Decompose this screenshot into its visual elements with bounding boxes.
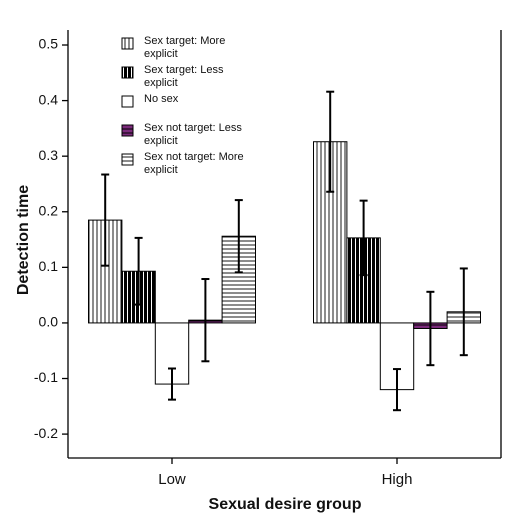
legend-label: Sex target: More explicit	[144, 35, 226, 60]
legend-label-box: Sex target: More explicit	[144, 35, 226, 60]
error-bar	[326, 90, 335, 193]
legend-label-box: Sex not target: Less explicit	[144, 122, 242, 147]
y-tick-label: 0.3	[39, 147, 59, 163]
error-bar	[393, 368, 401, 412]
error-bar	[201, 278, 210, 363]
error-bar	[168, 367, 176, 401]
x-axis-label: Sexual desire group	[209, 496, 362, 513]
y-tick-label: 0.5	[39, 36, 59, 52]
y-tick-label: -0.2	[34, 425, 58, 441]
x-tick-label: Low	[158, 471, 186, 488]
legend-swatch	[121, 66, 134, 79]
legend-label-box: Sex target: Less explicit	[144, 64, 224, 89]
y-tick-label: -0.1	[34, 369, 58, 385]
error-bar	[134, 236, 143, 306]
y-tick-label: 0.1	[39, 258, 59, 274]
y-tick-label: 0.4	[39, 91, 59, 107]
legend-swatch	[121, 153, 134, 166]
legend-swatch	[121, 95, 134, 108]
error-bar	[426, 290, 435, 367]
x-tick-label: High	[382, 471, 413, 488]
error-bar	[234, 199, 243, 274]
legend-label-box: No sex	[144, 93, 179, 105]
legend-label: No sex	[144, 93, 179, 105]
error-bar	[359, 199, 368, 277]
legend-label-box: Sex not target: More explicit	[144, 151, 244, 176]
y-tick-label: 0.2	[39, 202, 59, 218]
legend-label: Sex not target: Less explicit	[144, 122, 242, 147]
legend-label: Sex not target: More explicit	[144, 151, 244, 176]
y-axis-label: Detection time	[15, 185, 32, 295]
y-tick-label: 0.0	[39, 314, 59, 330]
error-bar	[101, 173, 110, 267]
error-bar	[459, 267, 468, 357]
legend-label: Sex target: Less explicit	[144, 64, 224, 89]
legend-swatch	[121, 124, 134, 137]
legend-swatch	[121, 37, 134, 50]
